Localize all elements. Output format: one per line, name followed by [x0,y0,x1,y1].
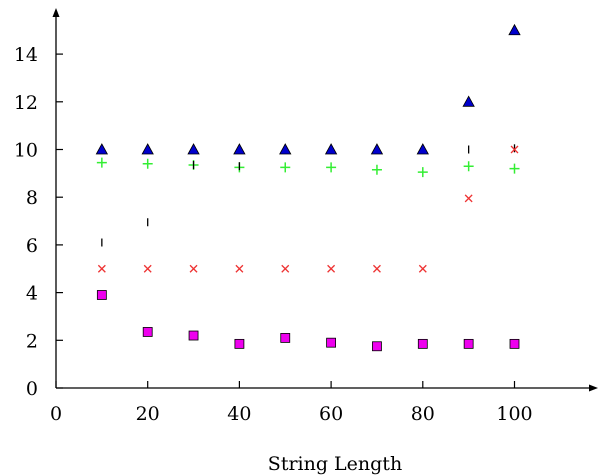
point-square [280,333,291,343]
point-cross [235,264,244,273]
point-square [96,290,107,300]
point-square [509,338,520,349]
series-vline [101,144,516,247]
point-triangle [233,143,246,155]
point-square [142,327,153,337]
point-square [417,338,428,349]
point-triangle [141,143,154,155]
point-triangle [279,143,292,155]
point-square [463,338,474,349]
point-square [326,337,337,348]
y-tick-label: 12 [14,92,38,114]
x-tick-label: 0 [50,403,62,425]
point-plus [142,158,153,169]
point-cross [327,264,336,273]
y-tick-label: 10 [14,140,38,162]
point-plus [463,161,474,172]
point-square [188,330,199,341]
series-triangle [95,23,521,155]
axes [52,8,598,392]
point-triangle [324,143,338,155]
x-tick-label: 100 [496,403,532,425]
data-points [95,23,521,352]
series-square [96,290,520,352]
point-cross [189,264,198,273]
point-square [234,338,245,349]
point-triangle [508,23,521,36]
series-plus [96,157,520,178]
y-axis-arrow [52,8,60,17]
point-cross [97,264,106,273]
point-square [372,341,382,352]
point-plus [509,163,520,174]
y-tick-label: 14 [14,44,38,66]
x-tick-label: 40 [227,403,251,425]
point-cross [372,264,381,273]
y-tick-label: 4 [26,283,38,305]
point-plus [96,157,107,168]
x-axis-arrow [589,384,598,392]
point-plus [280,162,291,173]
point-triangle [462,95,475,107]
x-tick-label: 60 [319,403,343,425]
point-cross [281,264,290,273]
point-cross [464,194,473,203]
point-triangle [95,143,109,155]
tick-marks [55,53,516,389]
point-triangle [416,143,429,155]
point-cross [510,145,519,154]
series-cross [97,145,519,273]
point-plus [326,162,337,173]
y-tick-label: 2 [26,330,38,352]
y-tick-label: 0 [26,378,38,400]
y-tick-label: 8 [26,187,38,209]
point-triangle [370,143,384,155]
y-tick-label: 6 [26,235,38,257]
point-plus [371,164,382,175]
point-plus [417,167,428,178]
point-cross [418,264,427,273]
x-axis-label: String Length [268,453,402,475]
point-cross [143,264,152,273]
tick-labels: 0 20 40 60 80 100 0 2 4 6 8 10 12 14 [14,44,533,425]
point-triangle [187,143,200,155]
x-tick-label: 80 [411,403,435,425]
x-tick-label: 20 [136,403,160,425]
